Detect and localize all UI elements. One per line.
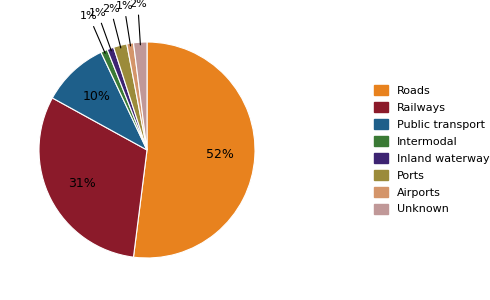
Text: 1%: 1% [115,1,133,46]
Wedge shape [107,47,147,150]
Wedge shape [101,50,147,150]
Wedge shape [39,98,147,257]
Wedge shape [114,44,147,150]
Text: 1%: 1% [89,8,111,51]
Text: 10%: 10% [83,90,111,103]
Legend: Roads, Railways, Public transport, Intermodal, Inland waterway, Ports, Airports,: Roads, Railways, Public transport, Inter… [374,85,490,214]
Wedge shape [127,43,147,150]
Text: 1%: 1% [80,11,105,53]
Text: 52%: 52% [206,148,234,161]
Wedge shape [133,42,147,150]
Wedge shape [133,42,255,258]
Text: 2%: 2% [129,0,147,45]
Text: 2%: 2% [102,4,121,48]
Text: 31%: 31% [68,177,96,190]
Wedge shape [52,52,147,150]
